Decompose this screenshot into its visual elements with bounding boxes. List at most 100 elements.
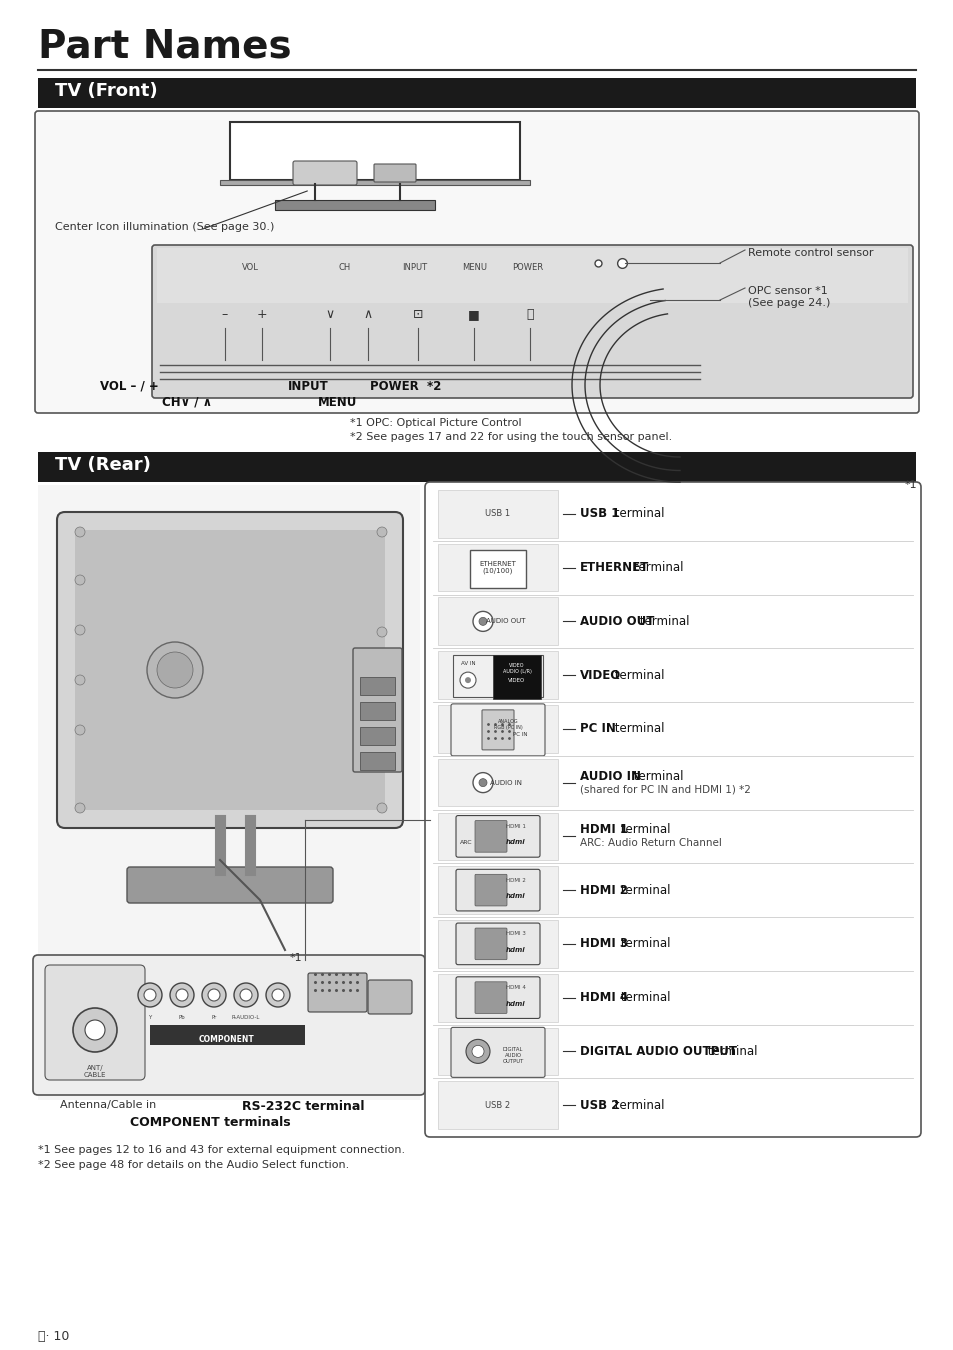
Text: DIGITAL AUDIO OUTPUT: DIGITAL AUDIO OUTPUT [579, 1045, 737, 1058]
Text: Antenna/Cable in: Antenna/Cable in [60, 1100, 156, 1110]
Text: USB 2: USB 2 [485, 1100, 510, 1110]
Text: Part Names: Part Names [38, 28, 292, 66]
FancyBboxPatch shape [456, 977, 539, 1018]
Text: INPUT: INPUT [402, 263, 427, 271]
Text: Y: Y [149, 1015, 152, 1021]
Text: USB 1: USB 1 [485, 509, 510, 518]
FancyBboxPatch shape [293, 161, 356, 185]
FancyBboxPatch shape [127, 867, 333, 903]
Text: terminal: terminal [610, 508, 664, 520]
Text: HDMI 1: HDMI 1 [505, 824, 525, 829]
FancyBboxPatch shape [35, 111, 918, 413]
Text: HDMI 4: HDMI 4 [579, 991, 627, 1004]
Text: CH: CH [338, 263, 351, 271]
Text: VOL: VOL [241, 263, 258, 271]
Text: POWER  *2: POWER *2 [370, 379, 441, 393]
FancyBboxPatch shape [475, 821, 506, 852]
Circle shape [208, 990, 220, 1000]
Text: VOL – / +: VOL – / + [100, 379, 158, 393]
Text: HDMI 2: HDMI 2 [579, 884, 627, 896]
Bar [230, 122, 519, 180]
FancyBboxPatch shape [152, 244, 912, 398]
Bar [437, 919, 558, 968]
Circle shape [75, 803, 85, 813]
Bar [150, 1025, 305, 1045]
Circle shape [376, 526, 387, 537]
FancyBboxPatch shape [353, 648, 401, 772]
Bar [38, 485, 419, 1100]
Text: ARC: Audio Return Channel: ARC: Audio Return Channel [579, 838, 721, 848]
Text: terminal: terminal [610, 668, 664, 682]
Text: *2 See page 48 for details on the Audio Select function.: *2 See page 48 for details on the Audio … [38, 1160, 349, 1170]
FancyBboxPatch shape [451, 1027, 544, 1077]
Text: *2 See pages 17 and 22 for using the touch sensor panel.: *2 See pages 17 and 22 for using the tou… [350, 432, 672, 441]
Bar [437, 490, 558, 537]
Text: PC IN: PC IN [579, 722, 616, 736]
Circle shape [202, 983, 226, 1007]
Circle shape [472, 1045, 483, 1057]
FancyBboxPatch shape [470, 549, 525, 587]
Bar [437, 813, 558, 860]
FancyBboxPatch shape [475, 927, 506, 960]
Circle shape [144, 990, 156, 1000]
Text: AUDIO IN: AUDIO IN [490, 779, 521, 786]
FancyBboxPatch shape [374, 163, 416, 182]
Text: ETHERNET: ETHERNET [579, 562, 649, 574]
Text: Center Icon illumination (See page 30.): Center Icon illumination (See page 30.) [55, 221, 274, 232]
Circle shape [147, 643, 203, 698]
Text: USB 2: USB 2 [579, 1099, 618, 1111]
Circle shape [138, 983, 162, 1007]
Text: terminal: terminal [617, 937, 670, 950]
Bar [38, 452, 915, 482]
Circle shape [175, 990, 188, 1000]
Text: Pr: Pr [212, 1015, 216, 1021]
Circle shape [459, 672, 476, 688]
Circle shape [75, 625, 85, 634]
Bar [437, 867, 558, 914]
Circle shape [465, 1040, 490, 1064]
Bar [437, 651, 558, 699]
Text: COMPONENT terminals: COMPONENT terminals [130, 1116, 291, 1129]
Circle shape [170, 983, 193, 1007]
Circle shape [233, 983, 257, 1007]
Text: DIGITAL
AUDIO
OUTPUT: DIGITAL AUDIO OUTPUT [502, 1048, 523, 1064]
Text: COMPONENT: COMPONENT [199, 1035, 254, 1044]
Text: ANT/
CABLE: ANT/ CABLE [84, 1065, 106, 1079]
FancyBboxPatch shape [475, 981, 506, 1014]
Text: terminal: terminal [617, 824, 670, 837]
Circle shape [240, 990, 252, 1000]
Circle shape [73, 1008, 117, 1052]
Text: ⓔ· 10: ⓔ· 10 [38, 1330, 70, 1343]
FancyBboxPatch shape [456, 923, 539, 965]
Bar [359, 676, 395, 695]
Circle shape [473, 612, 493, 632]
Text: ARC: ARC [459, 840, 472, 845]
Circle shape [478, 779, 486, 787]
Text: terminal: terminal [629, 769, 682, 783]
Bar [437, 544, 558, 591]
Text: TV (Front): TV (Front) [55, 82, 157, 100]
Text: POWER: POWER [512, 263, 543, 271]
Bar [437, 1027, 558, 1075]
Text: ∧: ∧ [363, 308, 373, 321]
Bar [220, 180, 530, 185]
Text: AUDIO IN: AUDIO IN [579, 769, 640, 783]
Text: ANALOG
RGB (PC IN): ANALOG RGB (PC IN) [493, 718, 522, 729]
Text: HDMI 3: HDMI 3 [579, 937, 627, 950]
Text: ⏻: ⏻ [526, 308, 533, 321]
Bar [359, 702, 395, 720]
Text: hdmi: hdmi [506, 894, 525, 899]
Text: Pb: Pb [178, 1015, 185, 1021]
FancyBboxPatch shape [456, 815, 539, 857]
Text: terminal: terminal [617, 991, 670, 1004]
Bar [437, 1081, 558, 1129]
FancyBboxPatch shape [75, 531, 385, 810]
Text: terminal: terminal [703, 1045, 757, 1058]
Circle shape [478, 617, 486, 625]
Bar [437, 759, 558, 806]
Text: INPUT: INPUT [288, 379, 329, 393]
Text: terminal: terminal [629, 562, 682, 574]
Text: terminal: terminal [617, 884, 670, 896]
Text: hdmi: hdmi [506, 1000, 525, 1007]
Circle shape [85, 1021, 105, 1040]
